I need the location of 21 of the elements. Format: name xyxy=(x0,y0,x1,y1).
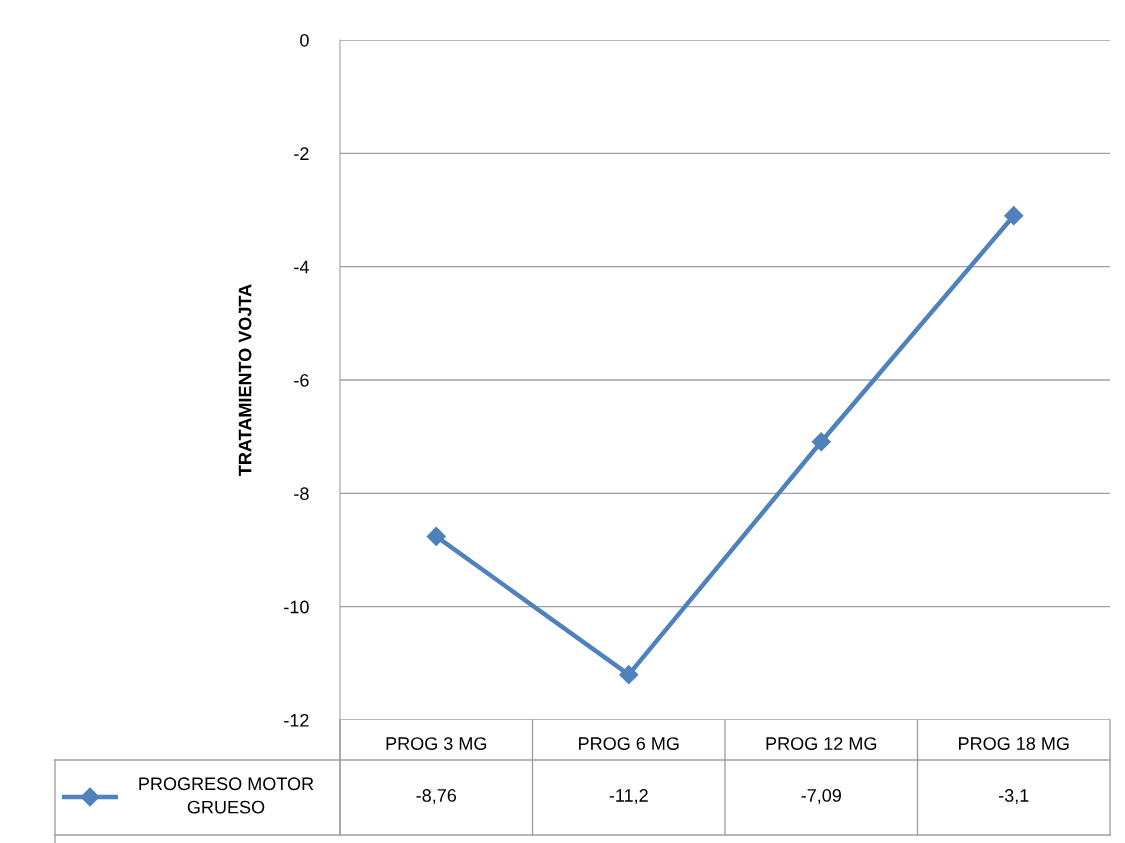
x-tick-label: PROG 18 MG xyxy=(959,737,1069,750)
x-tick-label: PROG 6 MG xyxy=(579,737,679,750)
data-label: -11,2 xyxy=(609,789,648,804)
point xyxy=(1004,206,1024,226)
point xyxy=(811,432,831,452)
data-label: -3,1 xyxy=(999,789,1029,804)
y-tick-label: -6 xyxy=(294,373,309,387)
point xyxy=(426,526,446,546)
y-tick-label: -2 xyxy=(294,147,309,160)
data-label: -8,76 xyxy=(416,789,457,804)
y-tick-label: -4 xyxy=(294,260,309,274)
y-tick-label: -10 xyxy=(284,600,309,614)
y-tick-label: 0 xyxy=(300,33,309,47)
y-tick-label: -12 xyxy=(284,713,309,727)
x-tick-label: PROG 3 MG xyxy=(386,737,487,750)
point xyxy=(619,665,639,685)
x-tick-label: PROG 12 MG xyxy=(766,737,877,750)
legend-label: PROGRESO MOTOR GRUESO xyxy=(139,777,314,814)
y-axis-title: TRATAMIENTO VOJTA xyxy=(238,284,252,476)
y-tick-label: -8 xyxy=(294,487,309,501)
data-label: -7,09 xyxy=(801,789,841,804)
